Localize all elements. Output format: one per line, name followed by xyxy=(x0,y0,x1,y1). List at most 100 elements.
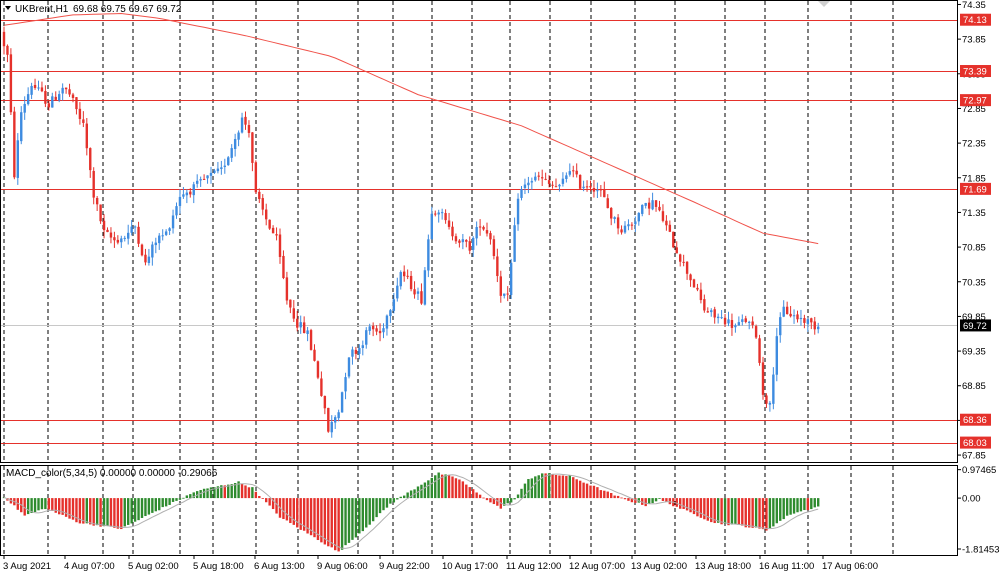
candle[interactable] xyxy=(137,221,140,248)
candle[interactable] xyxy=(323,395,327,415)
candle[interactable] xyxy=(468,236,471,255)
candle[interactable] xyxy=(779,312,782,343)
candle[interactable] xyxy=(365,327,368,349)
candle[interactable] xyxy=(675,241,678,254)
candle[interactable] xyxy=(644,202,647,209)
candle[interactable] xyxy=(792,309,796,324)
candle[interactable] xyxy=(296,311,299,332)
candle[interactable] xyxy=(679,253,682,267)
candle[interactable] xyxy=(258,188,261,203)
candle[interactable] xyxy=(775,327,778,382)
candle[interactable] xyxy=(78,102,82,125)
candle[interactable] xyxy=(465,239,468,248)
candle[interactable] xyxy=(9,48,13,116)
candle[interactable] xyxy=(213,168,216,174)
candle[interactable] xyxy=(430,206,433,240)
candle[interactable] xyxy=(144,248,147,266)
candle[interactable] xyxy=(420,283,423,305)
candle[interactable] xyxy=(147,248,151,266)
candle[interactable] xyxy=(806,317,810,332)
candle[interactable] xyxy=(268,219,271,230)
candle[interactable] xyxy=(799,309,803,326)
candle[interactable] xyxy=(64,87,68,94)
candle[interactable] xyxy=(440,208,444,220)
candle[interactable] xyxy=(796,310,799,323)
candle[interactable] xyxy=(396,277,399,302)
candle[interactable] xyxy=(810,317,813,330)
candle[interactable] xyxy=(409,270,413,292)
candle[interactable] xyxy=(603,181,606,198)
candle[interactable] xyxy=(351,346,354,365)
candle[interactable] xyxy=(340,391,344,413)
candle[interactable] xyxy=(271,225,275,234)
candle[interactable] xyxy=(437,209,440,223)
candle[interactable] xyxy=(741,314,744,326)
candle[interactable] xyxy=(582,180,585,192)
candle[interactable] xyxy=(513,217,516,262)
candle[interactable] xyxy=(192,181,195,204)
candle[interactable] xyxy=(161,229,164,241)
candle[interactable] xyxy=(123,235,126,242)
candle[interactable] xyxy=(634,216,637,233)
candle[interactable] xyxy=(302,316,306,334)
candle[interactable] xyxy=(40,81,44,93)
candle[interactable] xyxy=(613,216,616,224)
candle[interactable] xyxy=(454,233,458,244)
candle[interactable] xyxy=(399,270,402,290)
candle[interactable] xyxy=(171,209,175,234)
candle[interactable] xyxy=(220,160,223,175)
candle[interactable] xyxy=(75,97,78,115)
candle[interactable] xyxy=(672,231,675,249)
candle[interactable] xyxy=(627,219,630,231)
candle[interactable] xyxy=(765,393,768,408)
candle[interactable] xyxy=(730,313,734,336)
candle[interactable] xyxy=(168,227,171,235)
candle[interactable] xyxy=(13,106,16,180)
candle[interactable] xyxy=(703,294,706,313)
candle[interactable] xyxy=(175,202,178,219)
candle[interactable] xyxy=(592,179,596,198)
candle[interactable] xyxy=(92,167,95,205)
candle[interactable] xyxy=(423,267,427,306)
candle[interactable] xyxy=(716,313,720,324)
candle[interactable] xyxy=(610,207,613,226)
candle[interactable] xyxy=(485,222,489,237)
candle[interactable] xyxy=(30,82,33,100)
candle[interactable] xyxy=(313,344,316,362)
candle[interactable] xyxy=(523,178,527,195)
candle[interactable] xyxy=(116,235,120,245)
candle[interactable] xyxy=(692,278,696,288)
candle[interactable] xyxy=(337,409,340,422)
candle[interactable] xyxy=(661,204,665,223)
candle[interactable] xyxy=(565,172,568,183)
candle[interactable] xyxy=(585,180,589,192)
candle[interactable] xyxy=(506,286,509,302)
candle[interactable] xyxy=(748,320,751,330)
candle[interactable] xyxy=(227,156,230,166)
candle[interactable] xyxy=(768,400,772,412)
candle[interactable] xyxy=(785,301,789,315)
candle[interactable] xyxy=(371,322,375,337)
candle[interactable] xyxy=(699,282,703,304)
candle[interactable] xyxy=(199,176,202,187)
candle[interactable] xyxy=(403,265,406,282)
candle[interactable] xyxy=(33,78,37,90)
candle[interactable] xyxy=(20,106,23,145)
candle[interactable] xyxy=(320,371,323,397)
candle[interactable] xyxy=(723,314,727,327)
candle[interactable] xyxy=(26,87,30,106)
candle[interactable] xyxy=(375,325,378,336)
candle[interactable] xyxy=(761,356,765,400)
candle[interactable] xyxy=(233,133,237,157)
candle[interactable] xyxy=(641,204,644,217)
candle[interactable] xyxy=(658,200,661,212)
candle[interactable] xyxy=(596,182,599,198)
candle[interactable] xyxy=(558,183,561,192)
candle[interactable] xyxy=(299,315,302,334)
candle[interactable] xyxy=(758,334,761,366)
candle[interactable] xyxy=(51,92,54,108)
candle[interactable] xyxy=(458,239,461,248)
candle[interactable] xyxy=(668,220,672,233)
candle[interactable] xyxy=(478,219,482,236)
candle[interactable] xyxy=(261,194,264,216)
